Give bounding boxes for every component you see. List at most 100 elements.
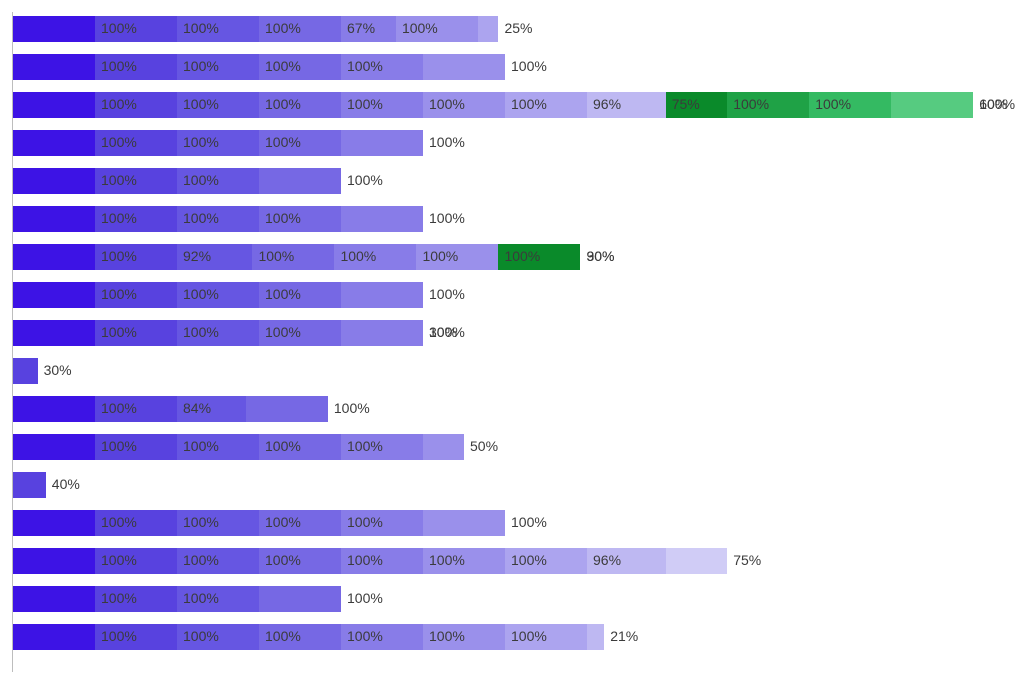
- bar-segment: [177, 586, 259, 612]
- bar-segment: [252, 244, 334, 270]
- bar-row: 40%: [13, 472, 1012, 498]
- bar-segment: [505, 624, 587, 650]
- bar-segment: [177, 130, 259, 156]
- bar-segment: [95, 16, 177, 42]
- stacked-bar-chart: 100%100%100%67%100%25%100%100%100%100%10…: [12, 12, 1012, 672]
- bar-segment: [95, 282, 177, 308]
- bar-segment: [13, 472, 46, 498]
- bar-segment: [259, 92, 341, 118]
- segment-label: 30%: [44, 362, 72, 378]
- bar-segment: [13, 282, 95, 308]
- bar-row: 100%100%100%: [13, 168, 1012, 194]
- bar-segment: [341, 16, 396, 42]
- bar-segment: [341, 206, 423, 232]
- segment-label: 100%: [429, 134, 465, 150]
- bar-segment: [341, 92, 423, 118]
- bar-segment: [177, 510, 259, 536]
- bar-segment: [177, 54, 259, 80]
- bar-segment: [259, 434, 341, 460]
- bar-segment: [259, 548, 341, 574]
- bar-segment: [13, 358, 38, 384]
- bar-segment: [13, 320, 95, 346]
- segment-label: 40%: [52, 476, 80, 492]
- bar-segment: [95, 320, 177, 346]
- bar-segment: [177, 206, 259, 232]
- bar-segment: [95, 510, 177, 536]
- segment-label: 25%: [504, 20, 532, 36]
- bar-segment: [396, 16, 478, 42]
- bar-segment: [423, 54, 505, 80]
- bar-segment: [13, 434, 95, 460]
- bar-segment: [13, 206, 95, 232]
- segment-label: 100%: [511, 58, 547, 74]
- bar-segment: [13, 624, 95, 650]
- bar-segment: [423, 510, 505, 536]
- bar-segment: [423, 92, 505, 118]
- bar-segment: [13, 130, 95, 156]
- bar-segment: [259, 206, 341, 232]
- bar-segment: [177, 548, 259, 574]
- segment-label: 100%: [429, 324, 465, 340]
- segment-label: 100%: [347, 590, 383, 606]
- bar-segment: [259, 168, 341, 194]
- bar-row: 100%100%100%: [13, 586, 1012, 612]
- bar-segment: [587, 624, 604, 650]
- bar-segment: [334, 244, 416, 270]
- bar-row: 100%100%100%100%: [13, 130, 1012, 156]
- bar-segment: [95, 130, 177, 156]
- bar-segment: [95, 92, 177, 118]
- bar-segment: [341, 320, 423, 346]
- bar-segment: [13, 54, 95, 80]
- bar-segment: [177, 16, 259, 42]
- bar-segment: [95, 54, 177, 80]
- bar-segment: [423, 548, 505, 574]
- segment-label: 100%: [511, 514, 547, 530]
- bar-segment: [13, 396, 95, 422]
- bar-row: 100%100%100%100%50%: [13, 434, 1012, 460]
- bar-segment: [259, 16, 341, 42]
- bar-segment: [13, 548, 95, 574]
- bar-row: 30%: [13, 358, 1012, 384]
- bar-segment: [587, 92, 666, 118]
- bar-segment: [177, 282, 259, 308]
- segment-label: 50%: [470, 438, 498, 454]
- bar-row: 100%100%100%100%100%: [13, 510, 1012, 536]
- bar-segment: [259, 320, 341, 346]
- bar-segment: [177, 92, 259, 118]
- bar-segment: [13, 168, 95, 194]
- segment-label: 75%: [733, 552, 761, 568]
- bar-segment: [177, 244, 252, 270]
- bar-segment: [95, 434, 177, 460]
- bar-segment: [95, 206, 177, 232]
- bar-row: 100%92%100%100%100%100%30%90%: [13, 244, 1012, 270]
- bar-segment: [423, 434, 464, 460]
- bar-segment: [177, 624, 259, 650]
- bar-segment: [341, 510, 423, 536]
- bar-segment: [13, 244, 95, 270]
- bar-segment: [95, 548, 177, 574]
- bar-segment: [666, 92, 728, 118]
- bar-segment: [727, 92, 809, 118]
- bar-segment: [416, 244, 498, 270]
- bar-segment: [13, 586, 95, 612]
- bar-segment: [13, 16, 95, 42]
- bar-segment: [423, 624, 505, 650]
- segment-label: 100%: [347, 172, 383, 188]
- bar-segment: [177, 320, 259, 346]
- bar-row: 100%84%100%: [13, 396, 1012, 422]
- segment-label: 100%: [979, 96, 1015, 112]
- bar-segment: [666, 548, 728, 574]
- bar-segment: [177, 396, 246, 422]
- bar-segment: [341, 434, 423, 460]
- bar-row: 100%100%100%67%100%25%: [13, 16, 1012, 42]
- bar-segment: [341, 282, 423, 308]
- segment-label: 90%: [586, 248, 614, 264]
- bar-row: 100%100%100%100%100%100%21%: [13, 624, 1012, 650]
- bar-row: 100%100%100%100%30%: [13, 320, 1012, 346]
- bar-segment: [177, 168, 259, 194]
- segment-label: 100%: [429, 286, 465, 302]
- bar-row: 100%100%100%100%: [13, 282, 1012, 308]
- bar-segment: [259, 624, 341, 650]
- segment-label: 30%: [429, 324, 457, 340]
- bar-segment: [177, 434, 259, 460]
